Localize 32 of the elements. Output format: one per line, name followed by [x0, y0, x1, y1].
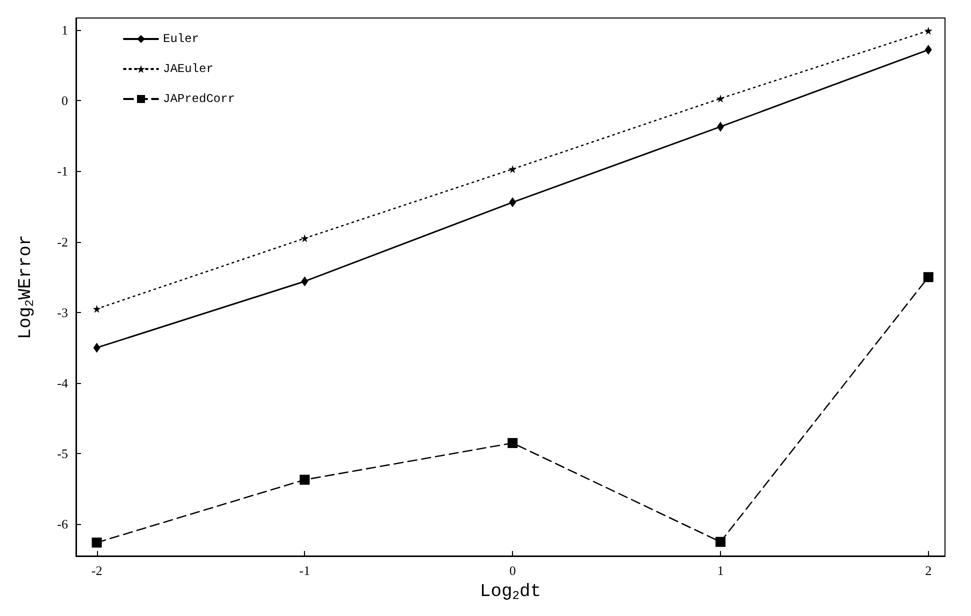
y-tick-label: 1 [62, 22, 68, 38]
x-tick-label: -1 [299, 563, 310, 578]
x-tick-label: -2 [91, 563, 102, 578]
point [300, 474, 310, 485]
x-tick-label: 0 [509, 563, 516, 578]
y-tick-label: -6 [57, 516, 68, 532]
point [508, 165, 517, 174]
point [923, 272, 934, 282]
point [716, 94, 724, 102]
y-tick-label: 0 [62, 93, 68, 108]
point [716, 122, 724, 132]
x-tick-label: 1 [717, 563, 724, 578]
legend-label: JAPredCorr [163, 92, 236, 106]
point [924, 44, 932, 55]
point [301, 276, 308, 286]
y-tick-label: -2 [57, 234, 68, 250]
y-tick-label: -4 [57, 376, 68, 391]
point [300, 234, 309, 242]
point [92, 538, 102, 548]
legend-label: JAEuler [163, 62, 214, 76]
point [715, 536, 726, 547]
y-tick-label: -1 [57, 164, 68, 179]
point [509, 197, 516, 208]
legend-label: Euler [163, 32, 200, 46]
point [93, 342, 100, 353]
x-tick-label: 2 [925, 563, 932, 578]
y-tick-label: -5 [57, 446, 68, 462]
y-tick-label: -3 [57, 304, 68, 320]
point [924, 26, 932, 35]
point [508, 438, 518, 448]
point [92, 304, 101, 313]
y-axis-title: Log2WError [16, 234, 37, 340]
